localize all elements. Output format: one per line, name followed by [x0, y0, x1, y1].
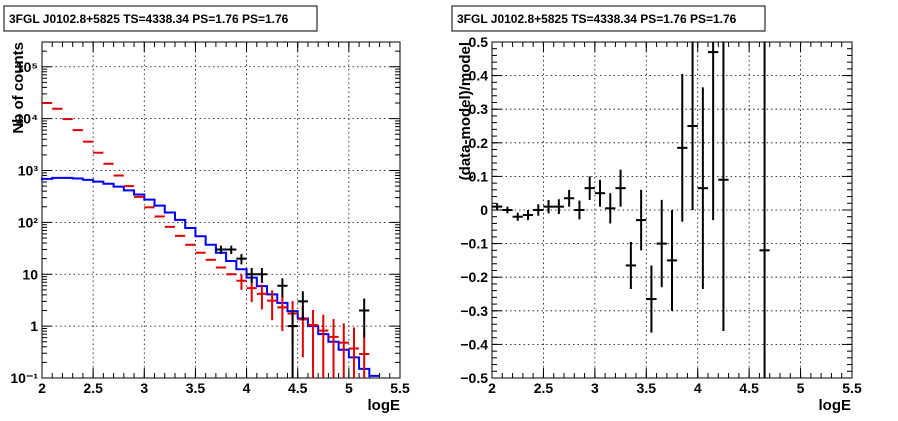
x-tick-label: 3.5: [637, 380, 657, 396]
x-tick-label: 2: [488, 380, 496, 396]
right-chart-title: 3FGL J0102.8+5825 TS=4338.34 PS=1.76 PS=…: [457, 12, 737, 26]
x-tick-label: 4: [694, 380, 702, 396]
y-tick-label: 10³: [18, 163, 39, 179]
left-x-axis-title: logE: [368, 397, 401, 414]
x-tick-label: 3: [591, 380, 599, 396]
left-title-box: 3FGL J0102.8+5825 TS=4338.34 PS=1.76 PS=…: [3, 5, 318, 32]
left-series: [41, 102, 380, 378]
y-tick-label: −0.4: [460, 336, 488, 352]
y-tick-label: 0.1: [469, 168, 489, 184]
left-grid: [42, 42, 400, 378]
y-tick-label: −0.3: [460, 303, 488, 319]
y-tick-label: −0.1: [460, 236, 488, 252]
right-x-axis-title: logE: [819, 397, 852, 414]
right-title-box: 3FGL J0102.8+5825 TS=4338.34 PS=1.76 PS=…: [451, 5, 766, 32]
y-tick-label: 10⁻¹: [10, 370, 38, 386]
y-tick-label: 0.3: [469, 101, 489, 117]
x-tick-label: 4.5: [288, 380, 308, 396]
left-chart-title: 3FGL J0102.8+5825 TS=4338.34 PS=1.76 PS=…: [9, 12, 289, 26]
x-tick-label: 5.5: [390, 380, 410, 396]
left-tick-labels: 2 2.5 3 3.5 4 4.5 5 5.5 10⁻¹ 1 10 10² 10³ 10⁴ 10⁵: [10, 59, 410, 396]
right-tick-labels: 2 2.5 3 3.5 4 4.5 5 5.5 −0.5 −0.4 −0.3 −0.2 −0.1 0 0.1…: [460, 34, 862, 396]
x-tick-label: 2.5: [83, 380, 103, 396]
left-plot-frame: [41, 41, 401, 379]
y-tick-label: 0: [480, 202, 488, 218]
x-tick-label: 2.5: [534, 380, 554, 396]
x-tick-label: 3: [140, 380, 148, 396]
right-axis-ticks: [491, 41, 853, 379]
y-tick-label: −0.5: [460, 370, 488, 386]
y-tick-label: −0.2: [460, 269, 488, 285]
y-tick-label: 10: [22, 266, 38, 282]
left-axis-ticks: [41, 41, 401, 379]
y-tick-label: 0.5: [469, 34, 489, 50]
right-y-axis-title: (data-model)/model: [457, 42, 474, 180]
x-tick-label: 4.5: [739, 380, 759, 396]
y-tick-label: 0.4: [469, 68, 489, 84]
y-tick-label: 1: [30, 318, 38, 334]
x-tick-label: 5.5: [842, 380, 862, 396]
y-tick-label: 10²: [18, 214, 39, 230]
model-histogram-line: [41, 176, 380, 377]
left-panel: 2 2.5 3 3.5 4 4.5 5 5.5 10⁻¹ 1 10 10² 10³ 10⁴ 10⁵ 3FGL…: [3, 5, 410, 414]
right-series: [492, 42, 770, 378]
y-tick-label: 10⁵: [16, 59, 38, 75]
right-panel: 2 2.5 3 3.5 4 4.5 5 5.5 −0.5 −0.4 −0.3 −0.2 −0.1 0 0.1…: [451, 5, 862, 414]
x-tick-label: 5: [345, 380, 353, 396]
x-tick-label: 2: [38, 380, 46, 396]
y-tick-label: 10⁴: [16, 111, 39, 127]
x-tick-label: 5: [797, 380, 805, 396]
y-tick-label: 0.2: [469, 135, 489, 151]
left-y-axis-title: Nb of counts: [10, 42, 27, 134]
x-tick-label: 3.5: [186, 380, 206, 396]
x-tick-label: 4: [243, 380, 251, 396]
